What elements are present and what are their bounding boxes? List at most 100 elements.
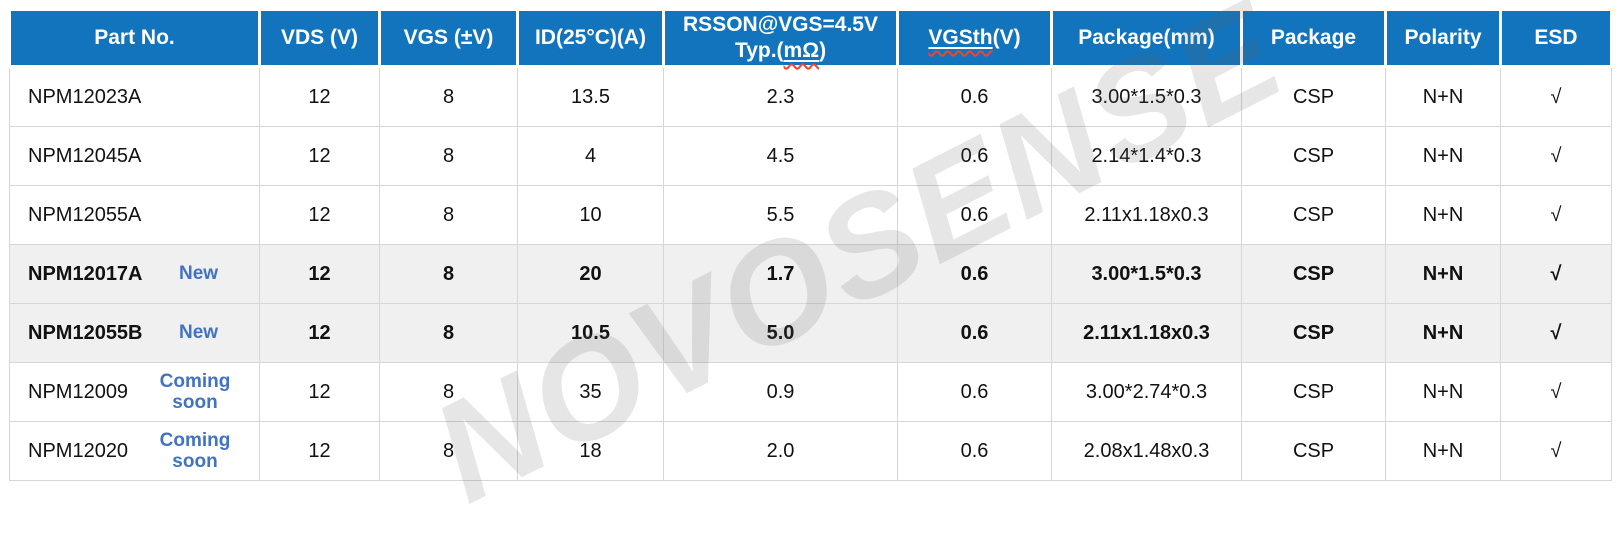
cell-vgsth: 0.6 — [897, 126, 1052, 186]
rsson-header-line2-suffix: ) — [819, 39, 827, 62]
cell-esd-check: √ — [1500, 362, 1612, 422]
cell-esd-check: √ — [1500, 303, 1612, 363]
new-badge: New — [178, 322, 219, 344]
cell-package-mm: 3.00*2.74*0.3 — [1051, 362, 1242, 422]
part-number: NPM12055A — [28, 203, 142, 226]
column-header-polarity: Polarity — [1384, 8, 1502, 68]
cell-package-mm: 3.00*1.5*0.3 — [1051, 244, 1242, 304]
cell-id: 10 — [517, 185, 664, 245]
part-cell-layout: NPM12023A — [14, 86, 255, 109]
part-cell-layout: NPM12009 Coming soon — [14, 371, 255, 414]
vgsth-text: VGSth — [928, 26, 993, 50]
part-number: NPM12020 — [28, 439, 129, 462]
table-row-highlighted: NPM12055B New 12 8 10.5 5.0 0.6 2.11x1.1… — [9, 303, 1612, 363]
cell-package: CSP — [1241, 126, 1386, 186]
cell-rsson: 1.7 — [663, 244, 898, 304]
column-header-vds: VDS (V) — [258, 8, 381, 68]
cell-polarity: N+N — [1385, 303, 1501, 363]
cell-esd-check: √ — [1500, 66, 1612, 127]
cell-package-mm: 2.11x1.18x0.3 — [1051, 185, 1242, 245]
cell-package-mm: 3.00*1.5*0.3 — [1051, 66, 1242, 127]
vgsth-underline-wrap: VGSth — [928, 26, 992, 49]
cell-vds: 12 — [259, 66, 380, 127]
cell-vgs: 8 — [379, 185, 518, 245]
cell-polarity: N+N — [1385, 421, 1501, 481]
cell-package: CSP — [1241, 66, 1386, 127]
cell-vgsth: 0.6 — [897, 362, 1052, 422]
coming-soon-badge: Coming soon — [159, 429, 231, 472]
part-number: NPM12023A — [28, 85, 142, 108]
cell-package: CSP — [1241, 303, 1386, 363]
cell-vgsth: 0.6 — [897, 66, 1052, 127]
coming-soon-badge: Coming soon — [159, 370, 231, 413]
part-cell-layout: NPM12055A — [14, 204, 255, 227]
column-header-package: Package — [1240, 8, 1387, 68]
table-row: NPM12023A 12 8 13.5 2.3 0.6 3.00*1.5*0.3… — [9, 66, 1612, 127]
cell-id: 35 — [517, 362, 664, 422]
column-header-esd: ESD — [1499, 8, 1613, 68]
cell-package: CSP — [1241, 185, 1386, 245]
cell-polarity: N+N — [1385, 244, 1501, 304]
cell-vgs: 8 — [379, 244, 518, 304]
part-cell-layout: NPM12017A New — [14, 263, 255, 286]
vgsth-suffix: (V) — [992, 26, 1021, 50]
cell-vgsth: 0.6 — [897, 185, 1052, 245]
product-spec-table: Part No. VDS (V) VGS (±V) ID(25°C)(A) RS… — [8, 8, 1613, 481]
part-cell-layout: NPM12020 Coming soon — [14, 430, 255, 473]
cell-esd-check: √ — [1500, 185, 1612, 245]
cell-esd-check: √ — [1500, 126, 1612, 186]
cell-part-no: NPM12023A — [9, 66, 260, 127]
column-header-rsson: RSSON@VGS=4.5V Typ.(mΩ) — [662, 8, 899, 68]
cell-vds: 12 — [259, 126, 380, 186]
column-header-id: ID(25°C)(A) — [516, 8, 665, 68]
table-row: NPM12020 Coming soon 12 8 18 2.0 0.6 2.0… — [9, 421, 1612, 481]
column-header-package-mm: Package(mm) — [1050, 8, 1243, 68]
cell-vgsth: 0.6 — [897, 244, 1052, 304]
cell-rsson: 5.0 — [663, 303, 898, 363]
cell-rsson: 0.9 — [663, 362, 898, 422]
table-row: NPM12055A 12 8 10 5.5 0.6 2.11x1.18x0.3 … — [9, 185, 1612, 245]
cell-part-no: NPM12017A New — [9, 244, 260, 304]
cell-package-mm: 2.11x1.18x0.3 — [1051, 303, 1242, 363]
cell-package-mm: 2.14*1.4*0.3 — [1051, 126, 1242, 186]
header-row: Part No. VDS (V) VGS (±V) ID(25°C)(A) RS… — [8, 8, 1613, 68]
cell-package: CSP — [1241, 244, 1386, 304]
cell-vgsth: 0.6 — [897, 303, 1052, 363]
table-row-highlighted: NPM12017A New 12 8 20 1.7 0.6 3.00*1.5*0… — [9, 244, 1612, 304]
column-header-part-no: Part No. — [8, 8, 261, 68]
cell-part-no: NPM12020 Coming soon — [9, 421, 260, 481]
cell-vds: 12 — [259, 185, 380, 245]
cell-polarity: N+N — [1385, 126, 1501, 186]
part-number: NPM12009 — [28, 380, 129, 403]
part-cell-layout: NPM12045A — [14, 145, 255, 168]
cell-id: 13.5 — [517, 66, 664, 127]
part-number: NPM12055B — [28, 321, 143, 344]
table-row: NPM12045A 12 8 4 4.5 0.6 2.14*1.4*0.3 CS… — [9, 126, 1612, 186]
cell-rsson: 2.0 — [663, 421, 898, 481]
cell-vds: 12 — [259, 244, 380, 304]
rsson-header-line1: RSSON@VGS=4.5V — [683, 13, 878, 37]
part-number: NPM12017A — [28, 262, 143, 285]
cell-vgs: 8 — [379, 66, 518, 127]
rsson-header-line2-prefix: Typ.( — [734, 39, 784, 62]
column-header-vgs: VGS (±V) — [378, 8, 519, 68]
cell-polarity: N+N — [1385, 185, 1501, 245]
cell-polarity: N+N — [1385, 362, 1501, 422]
cell-rsson: 4.5 — [663, 126, 898, 186]
cell-rsson: 2.3 — [663, 66, 898, 127]
cell-polarity: N+N — [1385, 66, 1501, 127]
cell-esd-check: √ — [1500, 244, 1612, 304]
cell-vgs: 8 — [379, 362, 518, 422]
part-cell-layout: NPM12055B New — [14, 322, 255, 345]
cell-package-mm: 2.08x1.48x0.3 — [1051, 421, 1242, 481]
cell-vds: 12 — [259, 362, 380, 422]
cell-vgs: 8 — [379, 126, 518, 186]
cell-vgsth: 0.6 — [897, 421, 1052, 481]
rsson-milliohm-text: mΩ — [783, 39, 820, 62]
cell-vgs: 8 — [379, 303, 518, 363]
rsson-underline-wrap: mΩ — [784, 39, 820, 62]
cell-id: 10.5 — [517, 303, 664, 363]
cell-part-no: NPM12045A — [9, 126, 260, 186]
product-spec-table-container: Part No. VDS (V) VGS (±V) ID(25°C)(A) RS… — [8, 8, 1613, 481]
cell-rsson: 5.5 — [663, 185, 898, 245]
